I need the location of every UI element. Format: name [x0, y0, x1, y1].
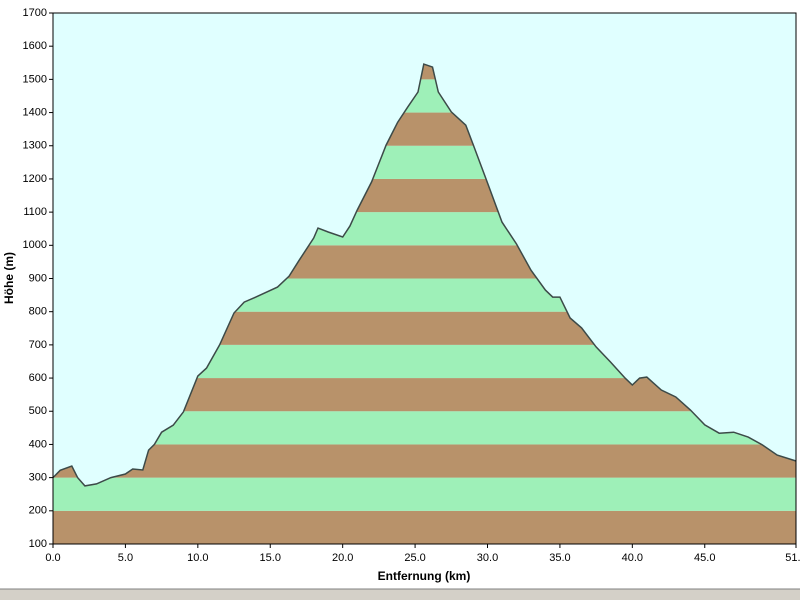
y-tick-label: 1300	[23, 140, 47, 152]
y-tick-label: 1700	[23, 7, 47, 19]
elevation-band	[53, 444, 796, 478]
y-tick-label: 1400	[23, 106, 47, 118]
y-tick-label: 1600	[23, 40, 47, 52]
status-strip	[0, 589, 800, 600]
x-tick-label: 35.0	[549, 552, 570, 564]
y-tick-label: 800	[29, 306, 47, 318]
x-axis-label: Entfernung (km)	[378, 569, 471, 583]
y-axis-label: Höhe (m)	[2, 252, 16, 304]
elevation-band	[53, 477, 796, 511]
x-tick-label: 0.0	[45, 552, 60, 564]
x-tick-label: 10.0	[187, 552, 208, 564]
y-tick-label: 1500	[23, 73, 47, 85]
x-tick-label: 25.0	[404, 552, 425, 564]
x-tick-label: 45.0	[694, 552, 715, 564]
x-tick-label: 20.0	[332, 552, 353, 564]
y-tick-label: 600	[29, 372, 47, 384]
y-tick-label: 200	[29, 505, 47, 517]
y-tick-label: 900	[29, 272, 47, 284]
x-tick-label: 5.0	[118, 552, 133, 564]
elevation-line	[52, 63, 797, 487]
elevation-band	[53, 510, 796, 544]
y-tick-label: 500	[29, 405, 47, 417]
y-tick-label: 100	[29, 538, 47, 550]
x-tick-label: 51.3	[785, 552, 800, 564]
y-tick-label: 400	[29, 438, 47, 450]
y-tick-label: 1200	[23, 173, 47, 185]
x-tick-label: 40.0	[622, 552, 643, 564]
y-tick-label: 300	[29, 472, 47, 484]
y-tick-label: 700	[29, 339, 47, 351]
x-tick-label: 30.0	[477, 552, 498, 564]
x-tick-label: 15.0	[260, 552, 281, 564]
y-tick-label: 1100	[23, 206, 47, 218]
y-tick-label: 1000	[23, 239, 47, 251]
